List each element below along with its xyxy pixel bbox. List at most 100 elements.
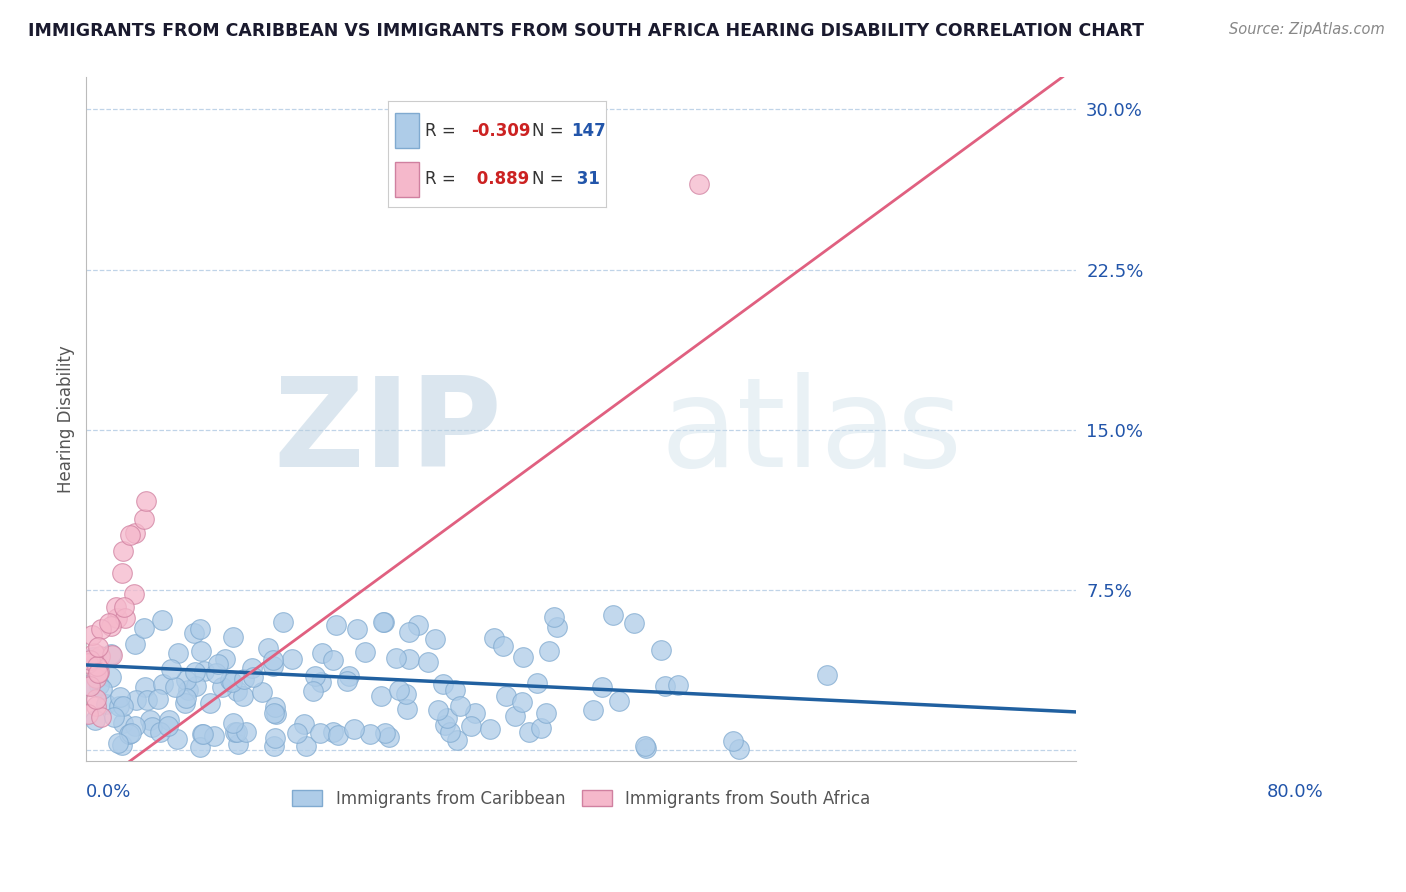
Point: [336, 674, 359, 689]
Point: [395, 687, 418, 701]
Point: [191, 727, 214, 741]
Point: [193, 665, 215, 679]
Point: [623, 615, 645, 630]
Point: [543, 609, 565, 624]
Point: [134, 680, 156, 694]
Point: [517, 724, 540, 739]
Point: [96, 698, 118, 712]
Point: [174, 690, 197, 705]
Point: [591, 680, 613, 694]
Point: [432, 677, 454, 691]
Point: [124, 637, 146, 651]
Point: [198, 696, 221, 710]
Point: [688, 178, 710, 192]
Point: [177, 682, 200, 697]
Point: [311, 674, 333, 689]
Point: [439, 725, 461, 739]
Point: [396, 702, 419, 716]
Point: [108, 698, 131, 713]
Point: [434, 718, 457, 732]
Point: [257, 640, 280, 655]
Point: [285, 726, 308, 740]
Point: [449, 698, 471, 713]
Point: [174, 697, 197, 711]
Point: [602, 608, 624, 623]
Point: [492, 639, 515, 653]
Point: [815, 668, 838, 682]
Point: [322, 653, 344, 667]
Point: [263, 706, 285, 720]
Point: [77, 656, 100, 670]
Point: [202, 730, 225, 744]
Point: [86, 659, 108, 673]
Point: [100, 670, 122, 684]
Point: [666, 678, 689, 692]
Point: [114, 611, 136, 625]
Point: [134, 512, 156, 526]
Point: [634, 741, 657, 756]
Text: atlas: atlas: [661, 373, 963, 493]
Point: [607, 694, 630, 708]
Point: [370, 689, 392, 703]
Point: [125, 693, 148, 707]
Point: [120, 726, 142, 740]
Point: [446, 733, 468, 747]
Point: [83, 713, 105, 727]
Point: [105, 600, 128, 615]
Point: [650, 643, 672, 657]
Point: [337, 668, 360, 682]
Point: [165, 681, 187, 695]
Point: [183, 626, 205, 640]
Point: [190, 644, 212, 658]
Point: [295, 739, 318, 754]
Point: [235, 725, 257, 739]
Point: [191, 726, 214, 740]
Point: [240, 661, 263, 675]
Point: [150, 613, 173, 627]
Point: [105, 610, 128, 624]
Point: [232, 689, 254, 703]
Point: [484, 631, 506, 645]
Point: [304, 668, 326, 682]
Point: [79, 679, 101, 693]
Point: [90, 622, 112, 636]
Point: [157, 713, 180, 727]
Point: [464, 706, 486, 721]
Point: [135, 494, 157, 508]
Point: [546, 620, 568, 634]
Point: [79, 653, 101, 667]
Point: [292, 717, 315, 731]
Text: 0.0%: 0.0%: [86, 783, 132, 801]
Point: [322, 724, 344, 739]
Text: Source: ZipAtlas.com: Source: ZipAtlas.com: [1229, 22, 1385, 37]
Point: [167, 647, 190, 661]
Point: [87, 665, 110, 680]
Point: [111, 566, 134, 580]
Point: [262, 659, 284, 673]
Point: [444, 683, 467, 698]
Point: [479, 722, 502, 736]
Point: [359, 727, 381, 741]
Point: [89, 678, 111, 692]
Point: [149, 724, 172, 739]
Point: [112, 543, 135, 558]
Point: [378, 730, 401, 744]
Point: [184, 679, 207, 693]
Point: [343, 723, 366, 737]
Point: [76, 706, 98, 721]
Point: [503, 709, 526, 723]
Point: [436, 711, 458, 725]
Point: [250, 685, 273, 699]
Point: [354, 645, 377, 659]
Point: [425, 632, 447, 646]
Text: 80.0%: 80.0%: [1267, 783, 1324, 801]
Point: [86, 699, 108, 714]
Point: [264, 707, 287, 722]
Point: [346, 622, 368, 636]
Point: [152, 677, 174, 691]
Point: [218, 673, 240, 688]
Point: [82, 650, 104, 665]
Point: [280, 651, 302, 665]
Point: [634, 739, 657, 753]
Point: [118, 727, 141, 741]
